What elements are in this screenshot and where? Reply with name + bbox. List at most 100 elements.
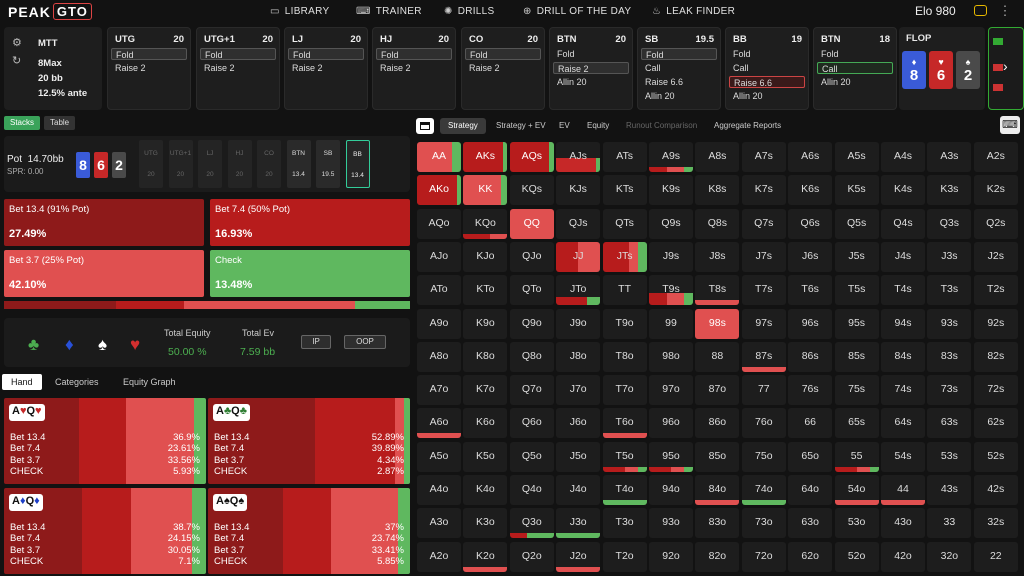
range-cell[interactable]: K4o [463,475,508,505]
range-cell[interactable]: AJo [417,241,461,272]
range-cell[interactable]: T8s [695,275,740,306]
range-cell[interactable]: 86o [695,408,740,439]
range-cell[interactable]: K3s [927,175,972,206]
range-cell[interactable]: AJs [556,142,601,172]
nav-library[interactable]: ▭ LIBRARY [270,6,329,17]
action-option[interactable]: Raise 2 [204,63,235,73]
position-card[interactable]: LJ 20 Fold Raise 2 [284,27,368,110]
range-cell[interactable]: A3s [927,142,972,172]
range-cell[interactable]: QTs [602,208,647,239]
range-cell[interactable]: 64s [881,408,925,439]
range-cell[interactable]: A7o [417,375,461,406]
range-cell[interactable]: K8s [695,175,740,206]
seat-co[interactable]: CO 20 [257,140,281,188]
range-cell[interactable]: T9s [649,275,693,306]
range-cell[interactable]: AA [417,142,461,172]
range-cell[interactable]: KTo [463,275,508,306]
range-cell[interactable]: K7o [463,375,508,406]
range-cell[interactable]: J4o [556,475,601,505]
action-option[interactable]: Raise 2 [380,63,411,73]
range-cell[interactable]: K9s [649,175,693,206]
range-cell[interactable]: 44 [881,475,925,505]
tab-runout-comparison[interactable]: Runout Comparison [626,121,698,130]
range-cell[interactable]: 22 [973,541,1018,572]
range-cell[interactable]: 54s [881,441,925,472]
club-icon[interactable]: ♣ [28,335,40,354]
range-cell[interactable]: QJo [509,241,554,272]
range-cell[interactable]: Q3s [927,208,972,239]
seat-utg1[interactable]: UTG+1 20 [168,140,193,188]
range-cell[interactable]: 62s [973,408,1018,439]
tab-aggregate-reports[interactable]: Aggregate Reports [714,121,782,130]
range-cell[interactable]: Q9s [649,208,693,239]
hand-combo-card[interactable]: A♣Q♣ Bet 13.4 52.89% Bet 7.4 39.89% Bet 3.7 4.… [208,398,410,484]
range-cell[interactable]: 95s [834,308,879,339]
range-cell[interactable]: 96o [649,408,693,439]
range-cell[interactable]: J6s [788,241,833,272]
range-cell[interactable]: 52s [973,441,1018,472]
action-option[interactable]: Fold [200,48,276,60]
position-card[interactable]: CO 20 Fold Raise 2 [461,27,545,110]
range-cell[interactable]: T7s [741,275,786,306]
action-option[interactable]: Call [733,63,749,73]
range-cell[interactable]: Q8o [509,341,554,372]
range-cell[interactable]: T7o [602,375,647,406]
seat-btn[interactable]: BTN 13.4 [286,140,311,188]
range-cell[interactable]: KQs [509,175,554,206]
range-cell[interactable]: Q9o [509,308,554,339]
range-cell[interactable]: AKo [417,175,461,206]
range-cell[interactable]: 98s [695,308,740,339]
flop-card[interactable]: FLOP ♦ 8 ♥ 6 ♠ 2 [899,27,985,110]
range-cell[interactable]: AQs [509,142,554,172]
range-cell[interactable]: ATs [602,142,647,172]
range-cell[interactable]: K6o [463,408,508,439]
range-cell[interactable]: Q4o [509,475,554,505]
position-card[interactable]: UTG+1 20 Fold Raise 2 [196,27,280,110]
range-cell[interactable]: 92o [649,541,693,572]
action-option[interactable]: Allin 20 [557,77,587,87]
range-cell[interactable]: 72s [973,375,1018,406]
range-cell[interactable]: Q5s [834,208,879,239]
seat-hj[interactable]: HJ 20 [227,140,252,188]
range-cell[interactable]: 86s [788,341,833,372]
range-cell[interactable]: 75o [741,441,786,472]
action-option[interactable]: Fold [557,49,575,59]
range-cell[interactable]: KTs [602,175,647,206]
position-card[interactable]: BTN 18 Fold Call Allin 20 [813,27,897,110]
range-cell[interactable]: 88 [695,341,740,372]
range-cell[interactable]: J2o [556,541,601,572]
range-cell[interactable]: 73s [927,375,972,406]
range-cell[interactable]: 32s [973,508,1018,539]
range-cell[interactable]: A4s [881,142,925,172]
tab-ev[interactable]: EV [559,121,570,130]
nav-trainer[interactable]: ⌨ TRAINER [356,6,422,17]
range-cell[interactable]: 64o [788,475,833,505]
range-cell[interactable]: QJs [556,208,601,239]
action-option[interactable]: Raise 2 [553,62,629,74]
range-cell[interactable]: Q6o [509,408,554,439]
range-cell[interactable]: A9s [649,142,693,172]
range-cell[interactable]: J6o [556,408,601,439]
range-cell[interactable]: K7s [741,175,786,206]
range-cell[interactable]: 95o [649,441,693,472]
range-cell[interactable]: TT [602,275,647,306]
action-3[interactable]: Check 13.48% [210,250,410,297]
tab-strategy[interactable]: Strategy [440,118,486,134]
action-0[interactable]: Bet 13.4 (91% Pot) 27.49% [4,199,204,246]
range-cell[interactable]: Q6s [788,208,833,239]
range-cell[interactable]: K4s [881,175,925,206]
range-cell[interactable]: A8s [695,142,740,172]
seat-utg[interactable]: UTG 20 [139,140,163,188]
range-cell[interactable]: 96s [788,308,833,339]
range-cell[interactable]: J8o [556,341,601,372]
tab-equity-graph[interactable]: Equity Graph [123,377,176,387]
range-cell[interactable]: J5o [556,441,601,472]
range-cell[interactable]: 98o [649,341,693,372]
range-cell[interactable]: A3o [417,508,461,539]
range-cell[interactable]: J2s [973,241,1018,272]
range-cell[interactable]: Q7o [509,375,554,406]
range-cell[interactable]: Q3o [509,508,554,539]
range-cell[interactable]: A2o [417,541,461,572]
nav-drill-of-the-day[interactable]: ⊕ DRILL OF THE DAY [523,6,631,17]
action-option[interactable]: Fold [465,48,541,60]
